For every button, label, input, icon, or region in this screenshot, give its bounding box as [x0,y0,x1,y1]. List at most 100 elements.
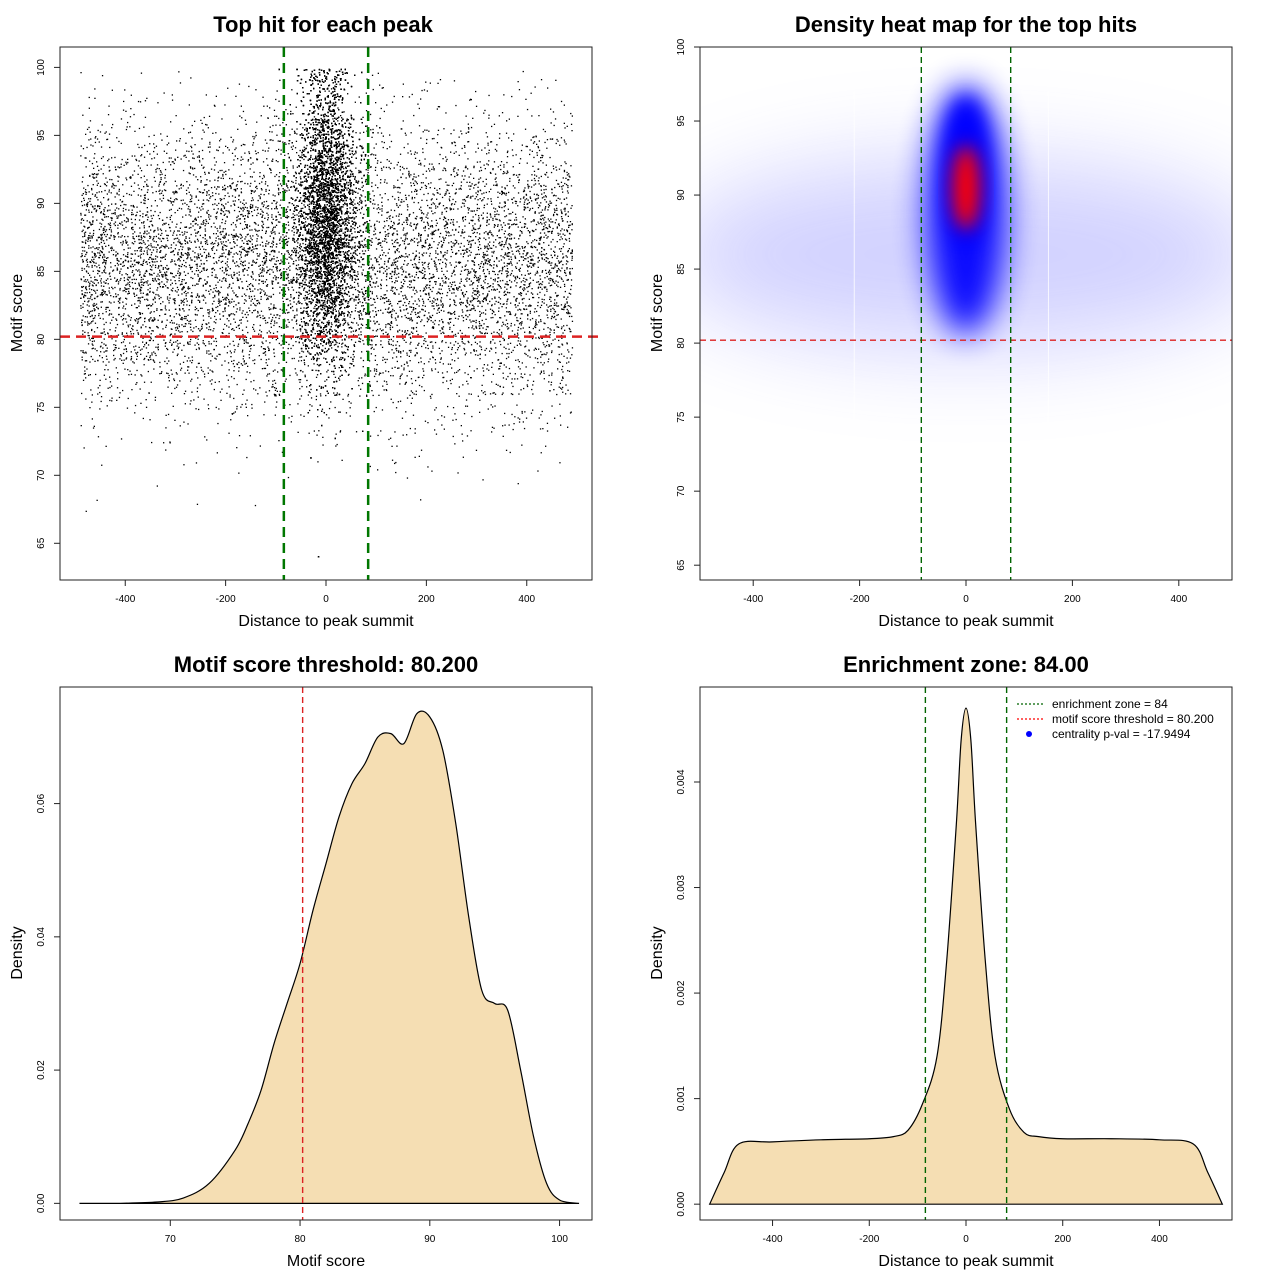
scatter-point [266,364,269,366]
scatter-point [240,363,242,365]
scatter-point [363,264,365,266]
scatter-point [177,272,179,274]
scatter-point [172,298,174,300]
scatter-point [473,307,475,310]
scatter-point [220,286,222,288]
scatter-point [566,267,568,269]
scatter-point [470,280,472,282]
scatter-point [302,342,304,344]
scatter-point [138,274,141,276]
scatter-point [508,263,510,265]
scatter-point [343,237,346,239]
scatter-point [138,247,141,249]
scatter-point [308,281,310,283]
scatter-point [424,314,426,316]
scatter-point [547,317,549,319]
scatter-point [360,334,362,336]
scatter-point [96,165,99,167]
scatter-point [384,235,387,237]
scatter-point [474,256,476,259]
scatter-point [246,456,248,459]
scatter-point [419,290,421,292]
scatter-point [389,227,391,229]
scatter-point [397,248,399,250]
scatter-point [476,253,478,255]
scatter-point [294,218,297,221]
scatter-point [122,389,124,392]
scatter-point [147,359,149,361]
scatter-point [369,198,372,200]
scatter-point [178,346,180,348]
scatter-point [344,274,346,277]
scatter-point [89,297,91,300]
scatter-point [310,298,313,300]
scatter-point [123,318,125,320]
scatter-point [83,280,85,282]
scatter-point [252,204,254,206]
scatter-point [267,269,270,272]
scatter-point [105,344,107,346]
scatter-point [420,240,422,242]
scatter-point [180,245,182,248]
scatter-point [451,283,453,286]
scatter-point [105,350,107,352]
scatter-point [405,235,407,237]
scatter-point [473,270,475,272]
scatter-point [485,132,487,134]
scatter-point [161,173,163,175]
scatter-point [138,305,140,307]
scatter-point [347,234,349,236]
scatter-point [376,297,379,299]
scatter-point [418,258,421,261]
scatter-point [237,206,240,208]
scatter-point [194,167,196,170]
scatter-point [467,297,469,299]
scatter-point [514,187,516,189]
scatter-point [475,213,477,216]
scatter-point [449,196,451,198]
scatter-point [275,387,277,390]
scatter-point [139,250,141,252]
scatter-point [238,250,241,253]
scatter-point [114,156,116,159]
scatter-point [360,199,362,202]
scatter-point [187,286,190,288]
scatter-point [531,288,533,290]
scatter-point [557,326,560,328]
scatter-point [297,239,299,241]
scatter-point [506,170,509,172]
scatter-point [175,313,178,315]
scatter-point [238,210,241,213]
scatter-point [240,208,243,210]
scatter-point [133,260,135,262]
scatter-point [135,352,137,354]
scatter-point [262,342,264,345]
scatter-point [105,272,107,274]
scatter-point [161,320,163,322]
scatter-point [317,271,319,273]
scatter-point [561,337,563,339]
scatter-point [406,204,409,206]
scatter-point [340,356,342,359]
scatter-point [98,228,101,231]
scatter-point [134,155,136,157]
scatter-point [503,166,505,168]
scatter-point [396,230,398,232]
scatter-point [296,319,298,321]
scatter-point [125,161,127,163]
scatter-point [203,189,206,191]
scatter-point [360,244,362,246]
scatter-point [201,164,203,166]
scatter-point [238,236,240,238]
scatter-point [103,351,105,353]
scatter-point [303,146,305,148]
scatter-point [446,223,448,226]
scatter-point [129,177,131,179]
scatter-point [549,230,551,233]
scatter-point [304,287,306,289]
scatter-point [84,255,86,257]
scatter-point [89,174,91,177]
scatter-point [378,256,380,258]
scatter-point [529,277,531,279]
scatter-point [505,307,507,309]
